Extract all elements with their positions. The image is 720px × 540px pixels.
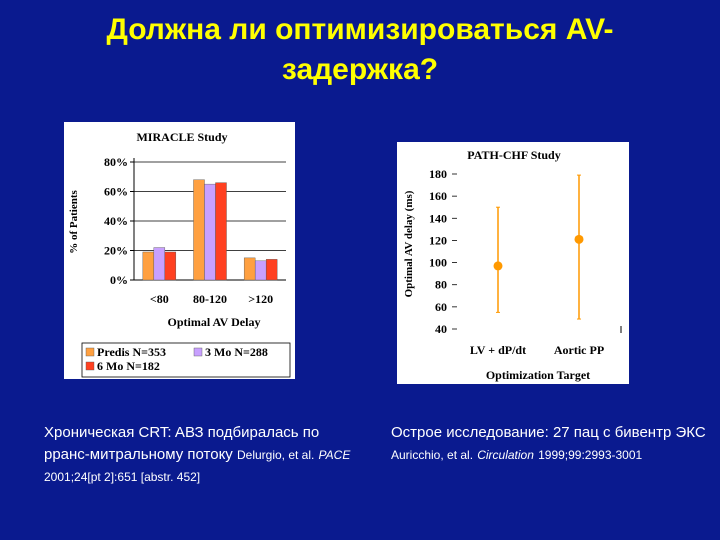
miracle-legend-label: 3 Mo N=288 — [205, 345, 268, 359]
miracle-x-ticks: <80 80-120 >120 — [150, 292, 273, 306]
miracle-bar — [153, 247, 166, 281]
pathchf-y-axis-label: Optimal AV delay (ms) — [403, 190, 415, 297]
pathchf-x-ticks: LV + dP/dt Aortic PP — [470, 343, 604, 357]
miracle-bar — [215, 182, 227, 281]
caption-left-ref-journal: PACE — [318, 448, 351, 462]
miracle-legend-label: 6 Mo N=182 — [97, 359, 160, 373]
pathchf-point — [493, 261, 503, 271]
caption-left-main: Хроническая CRT: AВЗ подбиралась по рран… — [44, 424, 320, 463]
miracle-y-axis-label: % of Patients — [68, 190, 80, 254]
pathchf-chart-title: PATH-CHF Study — [467, 148, 560, 162]
caption-left-ref-citation: 2001;24[pt 2]:651 [abstr. 452] — [44, 470, 201, 484]
miracle-legend-swatch — [85, 347, 95, 357]
miracle-chart: MIRACLE Study 0% 20% 40% 60% 80% <80 80-120 >1… — [68, 130, 291, 378]
miracle-x-tick-label: >120 — [248, 292, 273, 306]
miracle-legend-box — [81, 342, 291, 378]
miracle-x-tick-label: 80-120 — [193, 292, 227, 306]
miracle-legend-swatch — [85, 361, 95, 371]
pathchf-y-tick-label: 120 — [429, 233, 447, 247]
miracle-bar — [204, 183, 216, 281]
pathchf-y-tick-label: 80 — [435, 278, 447, 292]
miracle-bar — [254, 260, 267, 281]
pathchf-chart: PATH-CHF Study 40 60 80 100 120 140 160 180 LV … — [403, 148, 622, 382]
pathchf-y-ticks: 40 60 80 100 120 140 160 180 — [429, 167, 457, 336]
miracle-chart-panel: MIRACLE Study 0% 20% 40% 60% 80% <80 80-120 >1… — [64, 122, 295, 379]
caption-right-ref-citation: 1999;99:2993-3001 — [538, 448, 643, 462]
caption-left: Хроническая CRT: AВЗ подбиралась по рран… — [44, 422, 364, 488]
miracle-legend: Predis N=353 3 Mo N=288 6 Mo N=182 — [81, 342, 291, 378]
pathchf-chart-panel: PATH-CHF Study 40 60 80 100 120 140 160 180 LV … — [397, 142, 629, 384]
miracle-x-tick-label: <80 — [150, 292, 169, 306]
miracle-bar — [142, 251, 155, 281]
miracle-bar — [265, 259, 278, 281]
miracle-chart-title: MIRACLE Study — [136, 130, 227, 144]
miracle-y-tick-label: 0% — [110, 273, 128, 287]
miracle-legend-label: Predis N=353 — [97, 345, 166, 359]
pathchf-x-tick-label: Aortic PP — [554, 343, 604, 357]
miracle-x-axis-label: Optimal AV Delay — [168, 315, 261, 329]
miracle-y-tick-label: 80% — [104, 155, 128, 169]
slide-title-line2: задержка? — [281, 53, 439, 86]
slide-title-line1: Должна ли оптимизироваться AV- — [106, 13, 614, 46]
miracle-bar — [243, 257, 256, 281]
miracle-y-tick-label: 20% — [104, 244, 128, 258]
caption-right-ref-authors: Auricchio, et al. — [391, 448, 474, 462]
caption-right-main: Острое исследование: 27 пац с бивентр ЭК… — [391, 424, 706, 441]
pathchf-x-tick-label: LV + dP/dt — [470, 343, 526, 357]
miracle-y-ticks: 0% 20% 40% 60% 80% — [104, 155, 134, 287]
pathchf-points — [493, 174, 622, 333]
pathchf-y-tick-label: 180 — [429, 167, 447, 181]
caption-left-ref-authors: Delurgio, et al. — [236, 448, 315, 462]
miracle-bar — [164, 251, 177, 281]
pathchf-y-tick-label: 60 — [435, 300, 447, 314]
miracle-y-tick-label: 40% — [104, 214, 128, 228]
caption-right: Острое исследование: 27 пац с бивентр ЭК… — [391, 422, 711, 466]
pathchf-y-tick-label: 40 — [435, 322, 447, 336]
slide-title: Должна ли оптимизироваться AV- задержка? — [20, 10, 700, 90]
pathchf-y-tick-label: 140 — [429, 211, 447, 225]
pathchf-point — [574, 234, 584, 244]
miracle-bars — [142, 179, 278, 281]
caption-right-ref-journal: Circulation — [477, 448, 534, 462]
miracle-bar — [193, 179, 205, 281]
miracle-legend-swatch — [193, 347, 203, 357]
pathchf-y-tick-label: 160 — [429, 189, 447, 203]
miracle-y-tick-label: 60% — [104, 185, 128, 199]
pathchf-y-tick-label: 100 — [429, 256, 447, 270]
pathchf-x-axis-label: Optimization Target — [486, 368, 590, 382]
